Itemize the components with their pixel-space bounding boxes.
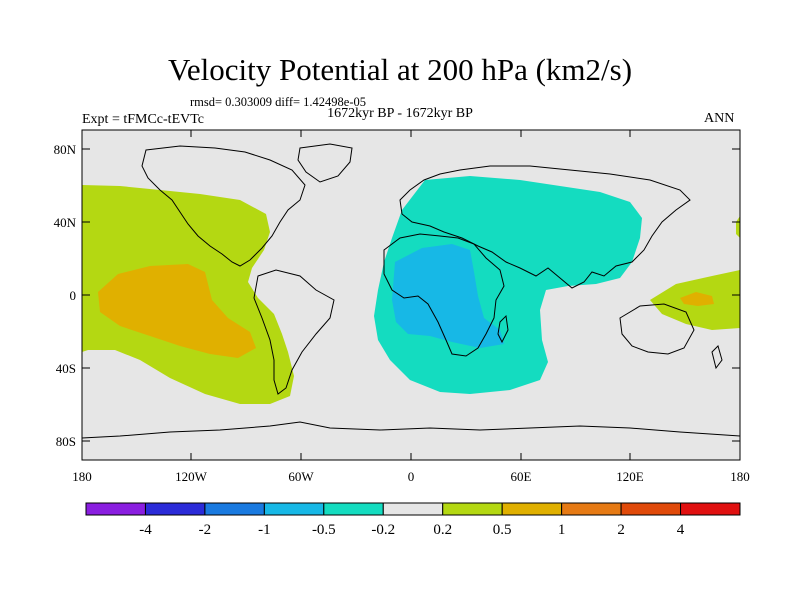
lon-label-180e: 180 — [730, 469, 750, 484]
colorbar-level-label: 1 — [558, 522, 566, 538]
colorbar-swatch — [620, 502, 682, 516]
chart-title: Velocity Potential at 200 hPa (km2/s) — [167, 52, 633, 87]
coastline-south-america — [253, 269, 335, 395]
coastline-madagascar — [497, 314, 509, 344]
contour-africa-core — [392, 244, 504, 348]
colorbar-level-label: 0.2 — [433, 522, 452, 538]
coastline-greenland — [297, 143, 353, 183]
colorbar-level-label: 0.5 — [493, 522, 512, 538]
lat-label-80s: 80S — [56, 434, 76, 449]
lon-label-120w: 120W — [175, 469, 208, 484]
coastline-africa — [383, 233, 505, 357]
experiment-label: Expt = tFMCc-tEVTc — [82, 112, 205, 127]
colorbar-swatch — [323, 502, 384, 516]
lat-label-40s: 40S — [56, 361, 76, 376]
colorbar-swatch — [204, 502, 265, 516]
lon-label-0: 0 — [408, 469, 415, 484]
contour-pacific-core — [98, 264, 256, 358]
colorbar-level-label: 4 — [677, 522, 685, 538]
colorbar-swatch — [501, 502, 563, 516]
lon-label-60w: 60W — [288, 469, 314, 484]
colorbar-level-label: -2 — [199, 522, 212, 538]
colorbar-level-label: -0.5 — [312, 522, 336, 538]
contour-fields — [82, 176, 740, 404]
coastline-new-zealand — [711, 345, 723, 370]
coastline-north-america — [141, 145, 306, 267]
colorbar-swatch — [382, 502, 444, 516]
colorbar-level-label: -1 — [258, 522, 271, 538]
contour-west-pacific-core — [680, 292, 714, 306]
colorbar-level-label: -4 — [139, 522, 152, 538]
lat-label-0: 0 — [70, 288, 77, 303]
period-subtitle: 1672kyr BP - 1672kyr BP — [327, 106, 473, 121]
lon-label-180w: 180 — [72, 469, 92, 484]
coastline-antarctica — [82, 421, 740, 439]
colorbar-swatch — [144, 502, 206, 516]
colorbar — [85, 502, 741, 516]
colorbar-labels: -4 -2 -1 -0.5 -0.2 0.2 0.5 1 2 4 — [139, 522, 685, 538]
colorbar-swatch — [442, 502, 503, 516]
colorbar-level-label: -0.2 — [371, 522, 395, 538]
colorbar-swatch — [680, 502, 741, 516]
lon-label-120e: 120E — [616, 469, 644, 484]
colorbar-swatch — [561, 502, 622, 516]
coastline-australia — [619, 303, 695, 355]
colorbar-swatch — [85, 502, 146, 516]
colorbar-swatch — [263, 502, 325, 516]
stats-line: rmsd= 0.303009 diff= 1.42498e-05 — [190, 95, 367, 109]
lon-ticks — [190, 130, 631, 460]
lon-label-60e: 60E — [511, 469, 532, 484]
coastlines — [82, 143, 740, 439]
lat-label-40n: 40N — [54, 215, 77, 230]
lat-label-80n: 80N — [54, 142, 77, 157]
lat-ticks — [82, 148, 740, 442]
season-label: ANN — [704, 111, 735, 126]
colorbar-level-label: 2 — [617, 522, 625, 538]
